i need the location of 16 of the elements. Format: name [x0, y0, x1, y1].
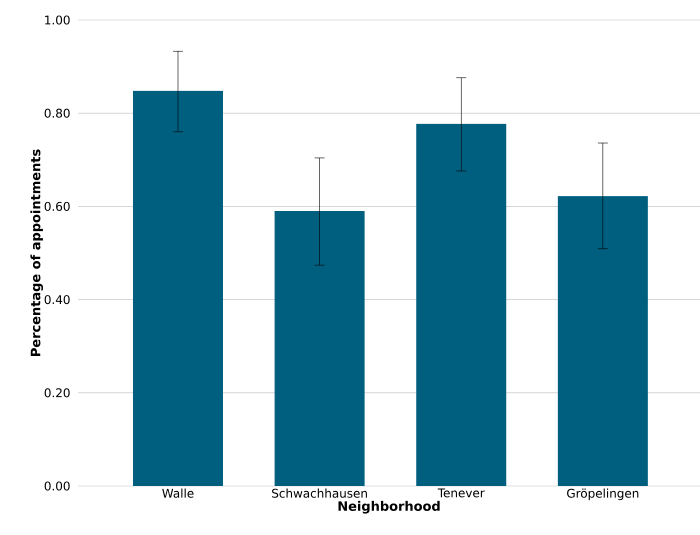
- bar: [274, 211, 365, 486]
- y-tick-label: 1.00: [45, 15, 70, 25]
- x-tick-label: Gröpelingen: [567, 488, 638, 500]
- y-tick-label: 0.00: [44, 481, 70, 491]
- bar: [132, 90, 223, 486]
- x-tick-label: Walle: [162, 488, 194, 498]
- y-tick-label: 0.20: [44, 388, 70, 398]
- bar: [558, 196, 648, 486]
- bar: [416, 124, 506, 486]
- x-axis-title: Neighborhood: [338, 500, 440, 514]
- y-tick-label: 0.60: [44, 202, 70, 211]
- x-tick-label: Schwachhausen: [272, 488, 367, 498]
- y-axis-title: Percentage of appointments: [30, 149, 44, 356]
- x-tick-label: Tenever: [438, 488, 485, 498]
- y-tick-label: 0.80: [44, 108, 70, 118]
- y-tick-label: 0.40: [44, 295, 70, 304]
